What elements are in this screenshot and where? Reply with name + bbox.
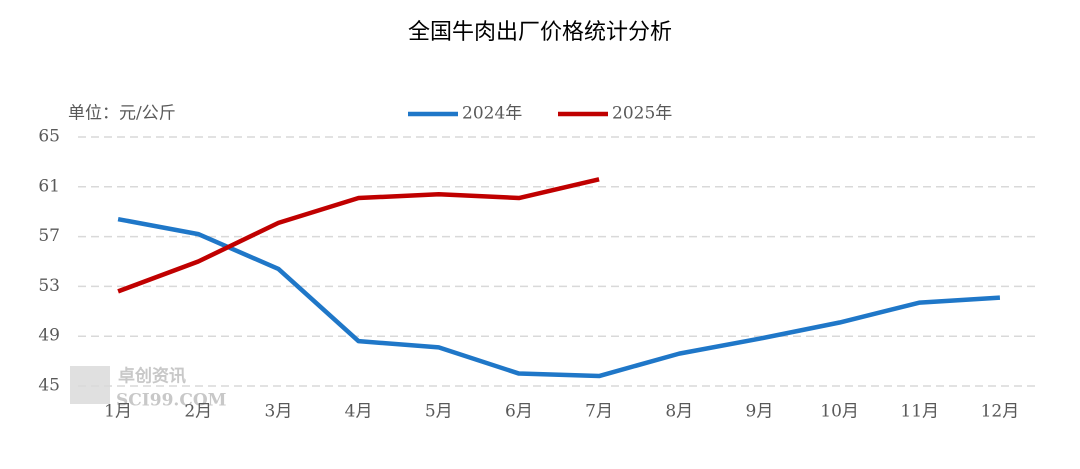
watermark: SCI99.COM (116, 391, 227, 411)
y-tick-label: 65 (38, 127, 60, 147)
x-tick-label: 8月 (665, 402, 693, 422)
x-tick-label: 2月 (184, 402, 212, 422)
y-tick-label: 45 (38, 376, 60, 396)
x-tick-label: 9月 (746, 402, 774, 422)
watermark: 卓创资讯 (118, 366, 186, 387)
y-tick-label: 61 (38, 176, 60, 196)
x-tick-label: 12月 (981, 402, 1020, 422)
y-tick-label: 49 (38, 326, 60, 346)
legend-label: 2025年 (612, 104, 672, 124)
x-tick-label: 6月 (505, 402, 533, 422)
x-tick-label: 11月 (900, 402, 939, 422)
y-tick-label: 57 (38, 226, 60, 246)
x-tick-label: 4月 (345, 402, 373, 422)
unit-label: 单位：元/公斤 (68, 104, 176, 124)
x-tick-label: 7月 (585, 402, 613, 422)
watermark-logo (70, 366, 110, 404)
x-tick-label: 10月 (820, 402, 859, 422)
y-tick-label: 53 (38, 276, 60, 296)
chart-title: 全国牛肉出厂价格统计分析 (408, 20, 672, 45)
x-tick-label: 3月 (265, 402, 293, 422)
x-tick-label: 1月 (104, 402, 132, 422)
line-series (117, 216, 1001, 379)
legend-label: 2024年 (462, 104, 522, 124)
line-series (117, 177, 600, 294)
x-tick-label: 5月 (425, 402, 453, 422)
